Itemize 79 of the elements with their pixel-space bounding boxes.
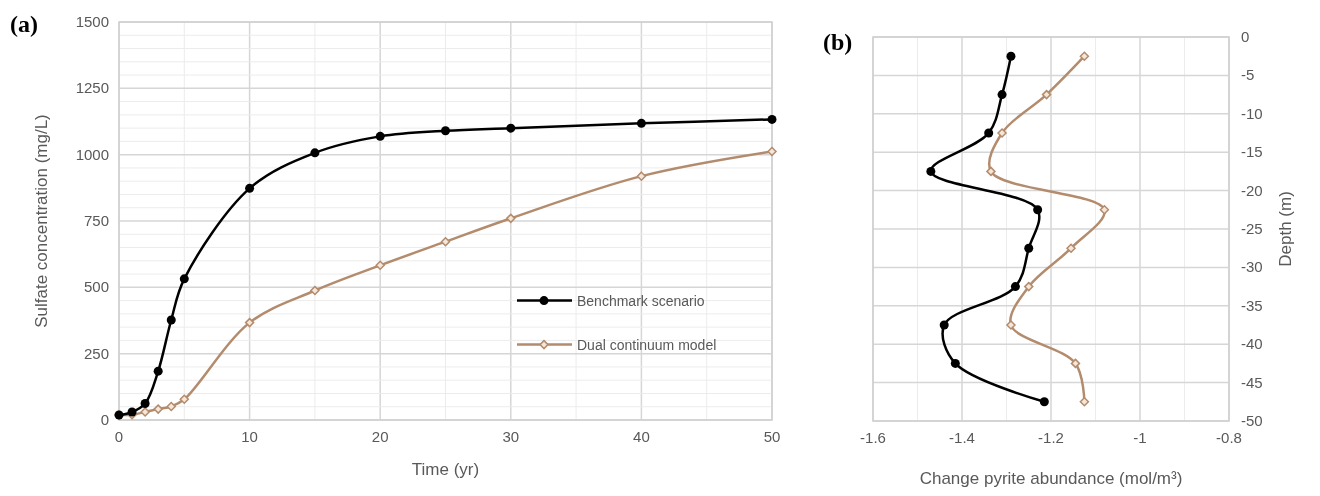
- y-tick-label: 750: [83, 212, 109, 229]
- point: [153, 366, 163, 376]
- point: [166, 401, 176, 412]
- y-tick-label: -20: [1241, 181, 1263, 199]
- point: [997, 128, 1007, 138]
- point: [984, 128, 994, 138]
- y-axis-title: Depth (m): [1276, 191, 1295, 267]
- y-tick-label: 1000: [75, 145, 109, 163]
- y-tick-label: -10: [1241, 104, 1263, 122]
- x-tick-label: 50: [763, 428, 781, 445]
- point: [1006, 320, 1016, 330]
- y-axis-title: Sulfate concentration (mg/L): [32, 114, 51, 328]
- point: [1099, 205, 1110, 215]
- point: [441, 126, 450, 136]
- point: [1041, 89, 1052, 100]
- point: [140, 407, 150, 417]
- x-tick-label: -0.8: [1216, 429, 1242, 446]
- y-tick-label: -25: [1241, 220, 1263, 237]
- point: [1079, 51, 1090, 61]
- point: [1066, 243, 1076, 253]
- x-tick-label: 20: [371, 428, 389, 445]
- x-axis-title: Change pyrite abundance (mol/m³): [919, 469, 1183, 488]
- point: [1079, 397, 1090, 407]
- point: [310, 148, 320, 158]
- y-tick-label: -15: [1241, 143, 1263, 161]
- y-tick-label: 0: [1241, 28, 1250, 45]
- chart-title: (a): [10, 11, 38, 37]
- y-tick-label: 1500: [75, 13, 109, 30]
- x-tick-label: 10: [241, 428, 258, 445]
- legend-label: Dual continuum model: [577, 336, 717, 353]
- x-tick-label: -1: [1133, 429, 1147, 446]
- y-tick-label: 1250: [75, 79, 109, 97]
- point: [375, 131, 385, 141]
- y-tick-label: -35: [1241, 296, 1263, 314]
- point: [440, 236, 451, 247]
- y-tick-label: 250: [83, 344, 109, 362]
- point: [767, 146, 777, 157]
- point: [767, 114, 777, 124]
- point: [1024, 281, 1034, 292]
- chart-title: (b): [823, 29, 853, 55]
- x-tick-label: -1.4: [949, 429, 975, 446]
- point: [939, 320, 949, 330]
- y-tick-label: -40: [1241, 335, 1263, 353]
- y-tick-label: -30: [1241, 258, 1263, 276]
- y-tick-label: -45: [1241, 373, 1263, 391]
- point: [1070, 358, 1081, 369]
- point: [926, 166, 936, 176]
- point: [310, 285, 320, 296]
- point: [1006, 51, 1016, 61]
- point: [153, 404, 163, 414]
- point: [140, 399, 150, 409]
- point: [506, 213, 516, 224]
- point: [997, 90, 1007, 100]
- x-tick-label: -1.6: [860, 429, 886, 446]
- y-tick-label: 0: [100, 411, 109, 428]
- y-tick-label: 500: [83, 278, 109, 296]
- x-tick-label: 30: [502, 428, 520, 445]
- point: [179, 274, 189, 284]
- x-tick-label: -1.2: [1038, 429, 1064, 446]
- point: [179, 394, 190, 405]
- point: [1024, 243, 1034, 253]
- y-tick-label: -50: [1241, 412, 1263, 429]
- point: [950, 358, 960, 368]
- point: [1039, 397, 1049, 407]
- point: [245, 183, 255, 193]
- point: [1033, 205, 1043, 215]
- x-axis-title: Time (yr): [411, 460, 480, 479]
- point: [506, 123, 516, 133]
- y-tick-label: -5: [1241, 66, 1255, 84]
- point: [375, 260, 385, 271]
- point: [636, 171, 647, 181]
- legend-label: Benchmark scenario: [577, 292, 705, 309]
- point: [1010, 282, 1020, 292]
- point: [636, 118, 646, 128]
- x-tick-label: 0: [114, 428, 124, 445]
- x-tick-label: 40: [633, 428, 650, 445]
- point: [244, 317, 255, 328]
- point: [986, 166, 996, 177]
- point: [166, 315, 176, 325]
